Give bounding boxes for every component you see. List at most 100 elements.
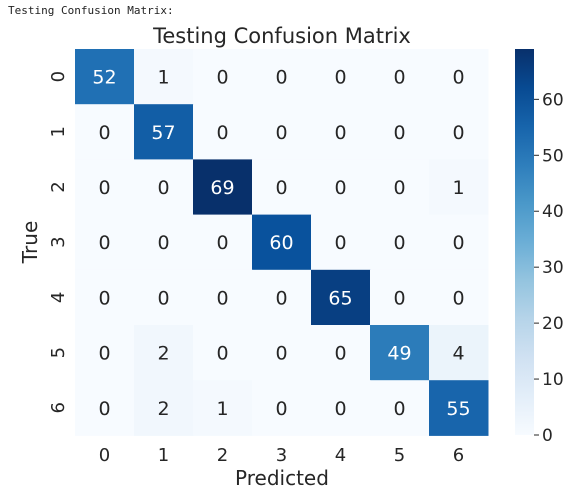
heatmap-cell [429,325,489,381]
cell-value-label: 0 [275,287,287,309]
y-tick-label: 3 [48,236,69,247]
heatmap-cell [370,269,430,326]
cell-value-label: 55 [446,398,470,420]
heatmap-cell [311,380,371,436]
cell-value-label: 0 [393,177,405,199]
colorbar-tick-label: 50 [542,146,564,166]
cell-value-label: 0 [393,232,405,254]
heatmap-cell [252,325,312,381]
cell-value-label: 69 [210,177,234,199]
heatmap-cell [370,159,430,216]
heatmap-cell [429,380,489,436]
heatmap-cell [193,380,253,436]
cell-value-label: 2 [157,343,169,365]
y-tick-label: 4 [48,292,69,303]
x-tick-labels: 0 1 2 3 4 5 6 [99,445,464,466]
heatmap-cell [311,49,371,105]
colorbar-tick-label: 20 [542,314,564,334]
cell-value-label: 4 [452,343,464,365]
heatmap-cells: 52 1 0 0 0 0 0 0 57 0 0 0 0 0 0 0 69 0 0 0 1 0 0 0 60 0 0 0 0 0 0 0 65 0 0… [75,49,489,436]
heatmap-cell [370,104,430,160]
heatmap-cell [134,104,194,160]
cell-value-label: 0 [452,287,464,309]
heatmap-cell [193,269,253,326]
heatmap-cell [134,380,194,436]
heatmap-cell [429,104,489,160]
heatmap-cell [193,214,253,271]
heatmap-cell [75,159,135,216]
heatmap-cell [370,49,430,105]
cell-value-label: 0 [334,343,346,365]
cell-value-label: 0 [216,287,228,309]
heatmap-cell [429,49,489,105]
heatmap-cell [75,49,135,105]
heatmap-cell [429,159,489,216]
colorbar [515,49,534,435]
heatmap-cell [370,325,430,381]
cell-value-label: 0 [98,122,110,144]
heatmap-cell [311,325,371,381]
heatmap-cell [252,104,312,160]
cell-value-label: 0 [334,232,346,254]
heatmap-cell [134,325,194,381]
cell-value-label: 0 [275,67,287,89]
heatmap-cell [134,49,194,105]
y-tick-label: 5 [48,347,69,358]
heatmap-cell [370,214,430,271]
heatmap-cell [75,104,135,160]
cell-value-label: 0 [157,177,169,199]
heatmap-cell [193,49,253,105]
y-tick-label: 2 [48,181,69,192]
heatmap-cell [75,325,135,381]
cell-value-label: 1 [157,67,169,89]
heatmap-cell [134,269,194,326]
cell-value-label: 0 [334,122,346,144]
heatmap-cell [252,49,312,105]
heatmap-cell [75,269,135,326]
x-tick-label: 1 [158,445,169,466]
cell-value-label: 0 [452,67,464,89]
cell-value-label: 0 [216,232,228,254]
heatmap-cell [370,380,430,436]
cell-value-label: 0 [98,343,110,365]
cell-value-label: 0 [393,287,405,309]
colorbar-tick-label: 60 [542,90,564,110]
output-label: Testing Confusion Matrix: [8,4,174,17]
y-tick-label: 1 [48,126,69,137]
heatmap-cell [311,159,371,216]
cell-value-label: 0 [334,177,346,199]
y-tick-label: 6 [48,402,69,413]
x-tick-label: 4 [335,445,346,466]
cell-value-label: 65 [328,287,352,309]
colorbar-tick-label: 0 [542,426,553,446]
y-tick-labels: 0 1 2 3 4 5 6 [48,71,69,414]
cell-value-label: 0 [393,122,405,144]
heatmap-cell [311,214,371,271]
cell-value-label: 57 [151,122,175,144]
cell-value-label: 49 [387,343,411,365]
cell-value-label: 0 [275,122,287,144]
cell-value-label: 0 [98,232,110,254]
cell-value-label: 0 [98,177,110,199]
heatmap-cell [311,104,371,160]
cell-value-label: 0 [216,343,228,365]
cell-value-label: 0 [452,232,464,254]
cell-value-label: 60 [269,232,293,254]
cell-value-label: 0 [216,122,228,144]
colorbar-ticks: 0 10 20 30 40 50 60 [534,90,564,446]
cell-value-label: 0 [393,398,405,420]
heatmap-cell [134,214,194,271]
colorbar-tick-label: 30 [542,258,564,278]
x-tick-label: 6 [453,445,464,466]
cell-value-label: 0 [393,67,405,89]
colorbar-tick-label: 40 [542,202,564,222]
colorbar-tick-label: 10 [542,370,564,390]
x-tick-label: 5 [394,445,405,466]
cell-value-label: 52 [92,67,116,89]
heatmap-cell [252,380,312,436]
heatmap-cell [252,214,312,271]
cell-value-label: 0 [98,398,110,420]
x-tick-label: 0 [99,445,110,466]
heatmap-cell [193,159,253,216]
